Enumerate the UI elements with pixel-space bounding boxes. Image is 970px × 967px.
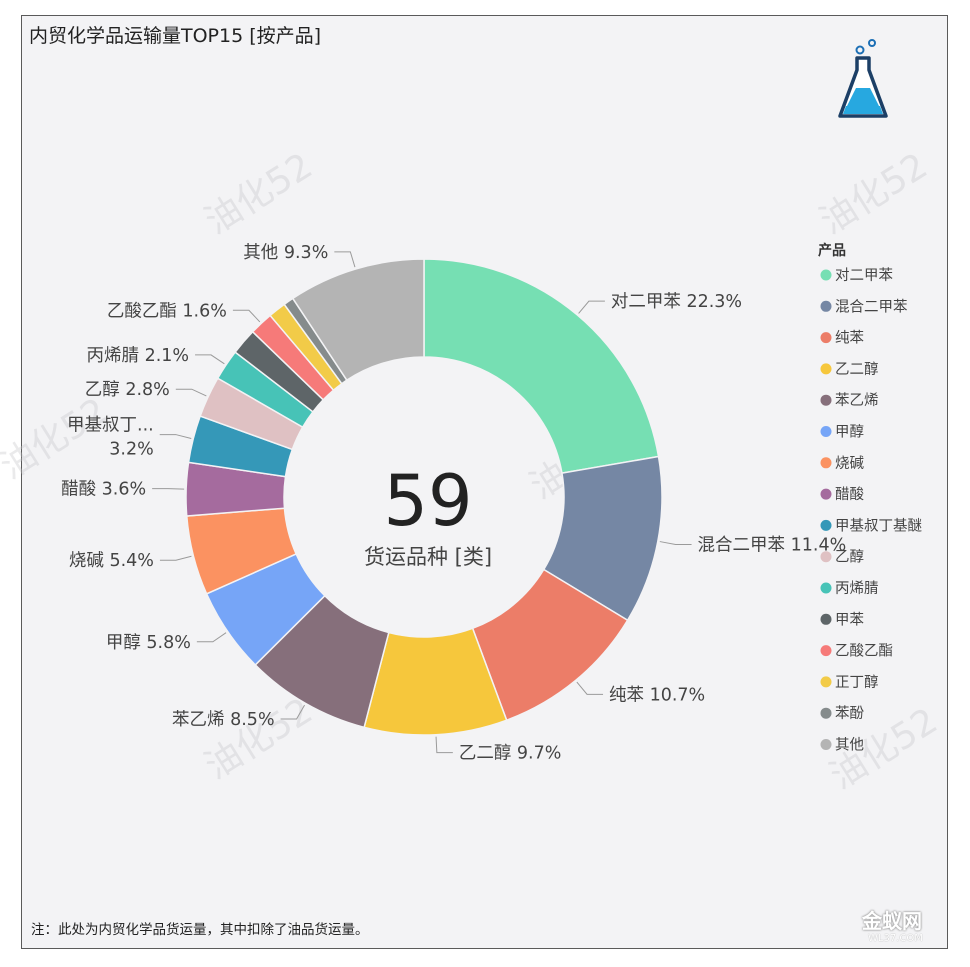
- legend-marker: [820, 332, 832, 344]
- center-caption: 货运品种 [类]: [364, 545, 492, 569]
- legend-marker: [820, 676, 832, 688]
- leader-line: [232, 309, 261, 323]
- legend-marker: [820, 739, 832, 750]
- leader-line: [159, 434, 192, 439]
- watermark: 油化52: [198, 690, 320, 787]
- slice-label: 3.2%: [109, 440, 153, 460]
- slice-label: 乙醇 2.8%: [85, 380, 170, 400]
- legend-item[interactable]: 正丁醇: [835, 674, 879, 691]
- slice-label: 苯乙烯 8.5%: [172, 710, 275, 730]
- site-watermark-sub: WL37.COM: [868, 933, 923, 944]
- legend-marker: [820, 457, 832, 469]
- legend-title: 产品: [818, 242, 846, 259]
- legend-item[interactable]: 纯苯: [835, 330, 864, 347]
- leader-line: [195, 354, 225, 365]
- legend-marker: [820, 300, 832, 312]
- leader-line: [334, 251, 356, 268]
- legend-item[interactable]: 苯乙烯: [835, 392, 879, 409]
- slice-label: 烧碱 5.4%: [69, 551, 154, 571]
- legend-item[interactable]: 乙酸乙酯: [835, 643, 893, 660]
- watermark: 油化52: [813, 145, 935, 242]
- legend-item[interactable]: 丙烯腈: [835, 580, 879, 597]
- slice-label: 对二甲苯 22.3%: [611, 292, 742, 312]
- slice-label: 乙酸乙酯 1.6%: [107, 301, 227, 321]
- chart-title: 内贸化学品运输量TOP15 [按产品]: [29, 25, 322, 47]
- slice-其他[interactable]: [291, 258, 425, 382]
- legend-item[interactable]: 其他: [835, 737, 864, 754]
- slice-label: 其他 9.3%: [243, 243, 328, 263]
- legend-item[interactable]: 对二甲苯: [835, 267, 893, 284]
- legend-item[interactable]: 苯酚: [835, 705, 864, 722]
- slice-label: 乙二醇 9.7%: [459, 744, 562, 764]
- legend-marker: [820, 269, 832, 281]
- legend-marker: [820, 488, 832, 500]
- slice-label: 甲基叔丁...: [67, 416, 154, 436]
- leader-line: [576, 681, 604, 695]
- legend-marker: [820, 426, 832, 437]
- legend-marker: [820, 394, 832, 406]
- chart-frame: [21, 15, 948, 949]
- leader-line: [175, 388, 207, 397]
- leader-line: [152, 488, 185, 490]
- legend-item[interactable]: 醋酸: [835, 486, 864, 503]
- leader-line: [435, 736, 453, 754]
- flask-icon: [838, 39, 888, 118]
- legend-item[interactable]: 乙二醇: [835, 361, 879, 378]
- site-watermark: 金蚁网: [862, 909, 922, 933]
- legend-item[interactable]: 乙醇: [835, 549, 864, 566]
- legend-marker: [820, 707, 832, 719]
- slice-label: 纯苯 10.7%: [609, 685, 705, 705]
- slice-label: 甲醇 5.8%: [106, 633, 191, 653]
- legend-item[interactable]: 混合二甲苯: [835, 298, 908, 315]
- slice-label: 丙烯腈 2.1%: [87, 346, 190, 366]
- legend-marker: [820, 519, 832, 531]
- watermark: 油化52: [198, 145, 320, 242]
- slice-label: 混合二甲苯 11.4%: [698, 536, 847, 556]
- watermark: 油化52: [0, 390, 115, 487]
- legend-item[interactable]: 甲基叔丁基醚: [835, 517, 922, 534]
- center-value: 59: [383, 460, 472, 542]
- slice-对二甲苯[interactable]: [423, 258, 660, 475]
- leader-line: [659, 541, 692, 546]
- legend-marker: [820, 645, 832, 657]
- legend-marker: [820, 363, 832, 375]
- slice-label: 醋酸 3.6%: [61, 480, 146, 500]
- leader-line: [280, 704, 305, 720]
- slice-labels: 对二甲苯 22.3% 混合二甲苯 11.4% 纯苯 10.7% 乙二醇 9.7% 苯乙烯…: [61, 243, 846, 764]
- legend-item[interactable]: 甲苯: [835, 611, 864, 628]
- legend-marker: [820, 613, 832, 625]
- footnote: 注：此处为内贸化学品货运量，其中扣除了油品货运量。: [31, 922, 369, 938]
- legend-marker: [820, 582, 832, 594]
- leader-line: [578, 300, 605, 314]
- legend-item[interactable]: 甲醇: [835, 424, 864, 441]
- legend-item[interactable]: 烧碱: [835, 455, 864, 472]
- legend-marker: [820, 551, 832, 563]
- leader-lines: [152, 251, 692, 754]
- leader-line: [196, 632, 227, 643]
- legend: 产品 对二甲苯混合二甲苯纯苯乙二醇苯乙烯甲醇烧碱醋酸甲基叔丁基醚乙醇丙烯腈甲苯乙…: [818, 242, 922, 754]
- leader-line: [159, 555, 192, 561]
- donut-slices: [185, 258, 663, 736]
